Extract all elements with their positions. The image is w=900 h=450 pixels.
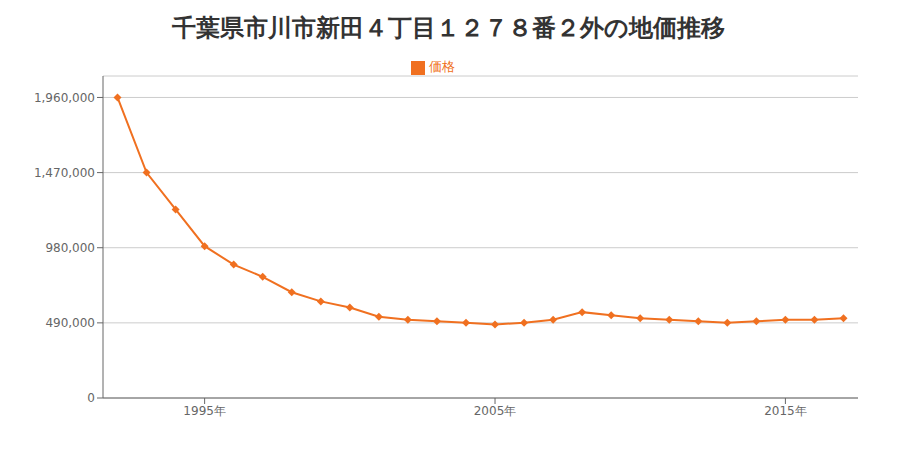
svg-text:1995年: 1995年 (183, 404, 226, 418)
html-text:価格: 価格 (429, 59, 455, 74)
svg-text:2015年: 2015年 (764, 404, 807, 418)
svg-text:1,960,000: 1,960,000 (34, 91, 95, 105)
svg-text:2005年: 2005年 (474, 404, 517, 418)
svg-text:490,000: 490,000 (45, 316, 95, 330)
html-text:千葉県市川市新田４丁目１２７８番２外の地価推移: 千葉県市川市新田４丁目１２７８番２外の地価推移 (171, 14, 725, 42)
svg-text:1,470,000: 1,470,000 (34, 166, 95, 180)
svg-text:0: 0 (87, 391, 95, 405)
svg-text:980,000: 980,000 (45, 241, 95, 255)
